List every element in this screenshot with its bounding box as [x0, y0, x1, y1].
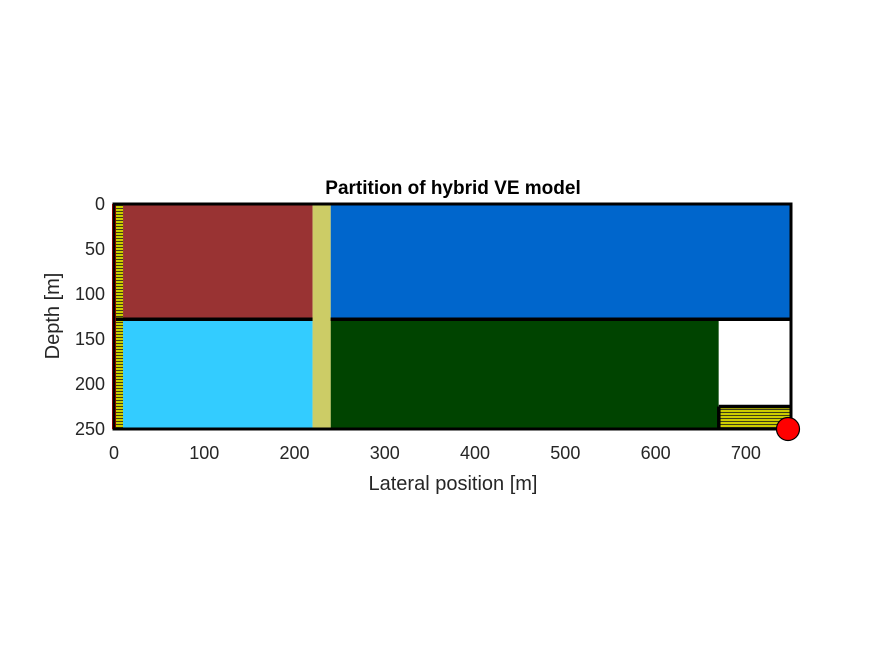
region-4 — [312, 204, 331, 429]
y-tick-label-150: 150 — [75, 329, 105, 349]
y-tick-label-200: 200 — [75, 374, 105, 394]
region-2 — [123, 319, 313, 429]
x-tick-label-100: 100 — [189, 443, 219, 463]
hatched-region-1 — [718, 406, 791, 429]
region-0 — [123, 204, 313, 320]
y-tick-label-0: 0 — [95, 194, 105, 214]
regions-layer — [123, 204, 791, 429]
x-tick-label-700: 700 — [731, 443, 761, 463]
marker-0 — [775, 416, 801, 442]
x-tick-label-0: 0 — [109, 443, 119, 463]
chart-title: Partition of hybrid VE model — [325, 178, 580, 199]
x-tick-label-400: 400 — [460, 443, 490, 463]
x-tick-label-500: 500 — [550, 443, 580, 463]
y-tick-label-250: 250 — [75, 419, 105, 439]
region-3 — [330, 319, 719, 429]
region-1 — [330, 204, 791, 320]
x-tick-label-200: 200 — [280, 443, 310, 463]
hatched-layer — [114, 204, 791, 429]
x-axis-label: Lateral position [m] — [369, 473, 538, 495]
marker-layer — [775, 416, 801, 442]
y-axis-label: Depth [m] — [42, 273, 64, 360]
x-tick-label-300: 300 — [370, 443, 400, 463]
hatched-region-0 — [114, 204, 124, 429]
x-tick-layer: 0 100 200 300 400 500 600 700 — [109, 443, 761, 463]
y-tick-label-50: 50 — [85, 239, 105, 259]
plot-frame — [112, 202, 793, 431]
region-5 — [718, 319, 791, 407]
y-tick-label-100: 100 — [75, 284, 105, 304]
x-tick-label-600: 600 — [641, 443, 671, 463]
y-tick-layer: 0 50 100 150 200 250 — [75, 194, 105, 439]
